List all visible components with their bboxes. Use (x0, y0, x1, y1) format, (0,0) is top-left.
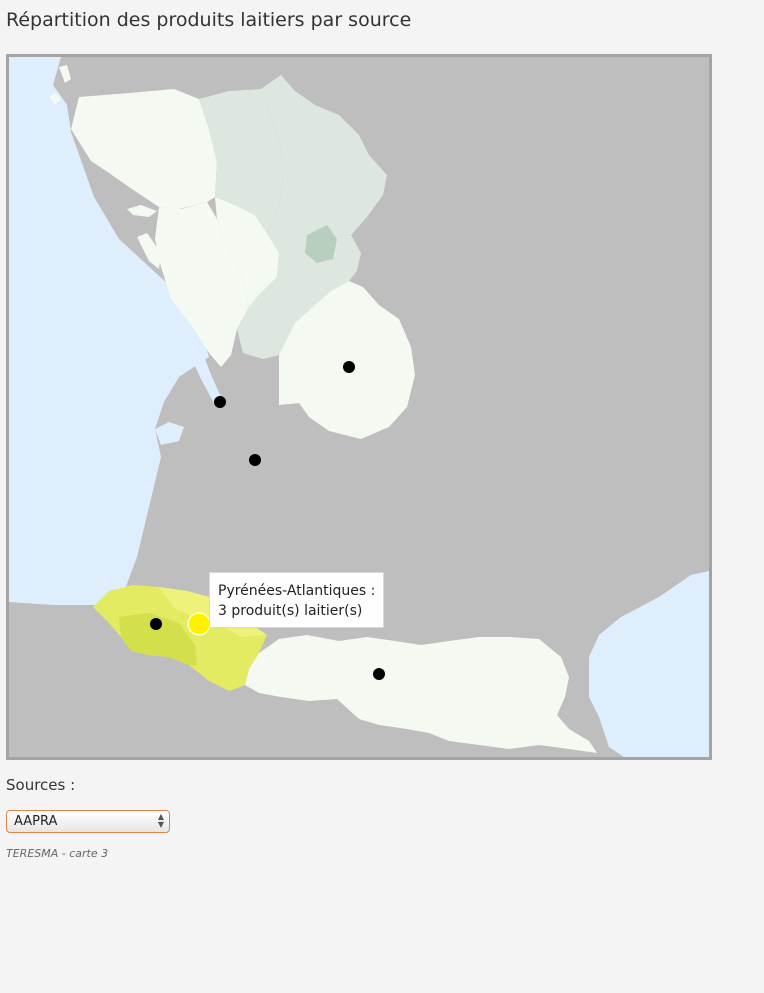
gironde-estuary (169, 319, 221, 405)
map-tooltip: Pyrénées-Atlantiques : 3 produit(s) lait… (209, 572, 385, 628)
ile-de-noirmoutier (59, 65, 71, 83)
map[interactable] (6, 54, 712, 760)
marker-correze[interactable] (343, 361, 355, 373)
map-canvas[interactable] (9, 57, 709, 757)
marker-gironde-south[interactable] (249, 454, 261, 466)
region-pyrenees-atlantiques-west[interactable] (119, 613, 197, 665)
tooltip-count: 3 produit(s) laitier(s) (218, 603, 363, 619)
tooltip-region: Pyrénées-Atlantiques : (218, 583, 376, 599)
sources-select[interactable]: AAPRA ▲ ▼ (6, 810, 170, 833)
marker-gironde-north[interactable] (214, 396, 226, 408)
marker-pyrenees-atlantiques-hover[interactable] (187, 612, 211, 636)
region-subdivision-mid[interactable] (305, 225, 337, 263)
marker-pyrenees[interactable] (373, 668, 385, 680)
arcachon-basin (155, 422, 184, 445)
atlantic-ocean (9, 57, 209, 605)
ile-de-re (127, 205, 157, 217)
region-deux-sevres[interactable] (199, 89, 283, 233)
marker-pays-basque[interactable] (150, 618, 162, 630)
region-pyrenees-range[interactable] (245, 635, 597, 753)
region-correze[interactable] (279, 281, 415, 439)
sources-label: Sources : (6, 776, 76, 794)
region-charente[interactable] (215, 197, 279, 307)
ile-d-yeu (49, 93, 61, 105)
region-haute-vienne[interactable] (237, 235, 361, 359)
region-charente-maritime[interactable] (155, 202, 249, 367)
footer-note: TERESMA - carte 3 (6, 847, 109, 860)
region-vienne[interactable] (261, 75, 387, 253)
page-title: Répartition des produits laitiers par so… (6, 9, 412, 31)
sources-select-value: AAPRA (14, 814, 58, 829)
up-down-arrows-icon: ▲ ▼ (157, 812, 164, 829)
mediterranean-sea (589, 571, 709, 757)
ile-d-oleron (137, 233, 161, 269)
region-vendee[interactable] (71, 89, 217, 209)
